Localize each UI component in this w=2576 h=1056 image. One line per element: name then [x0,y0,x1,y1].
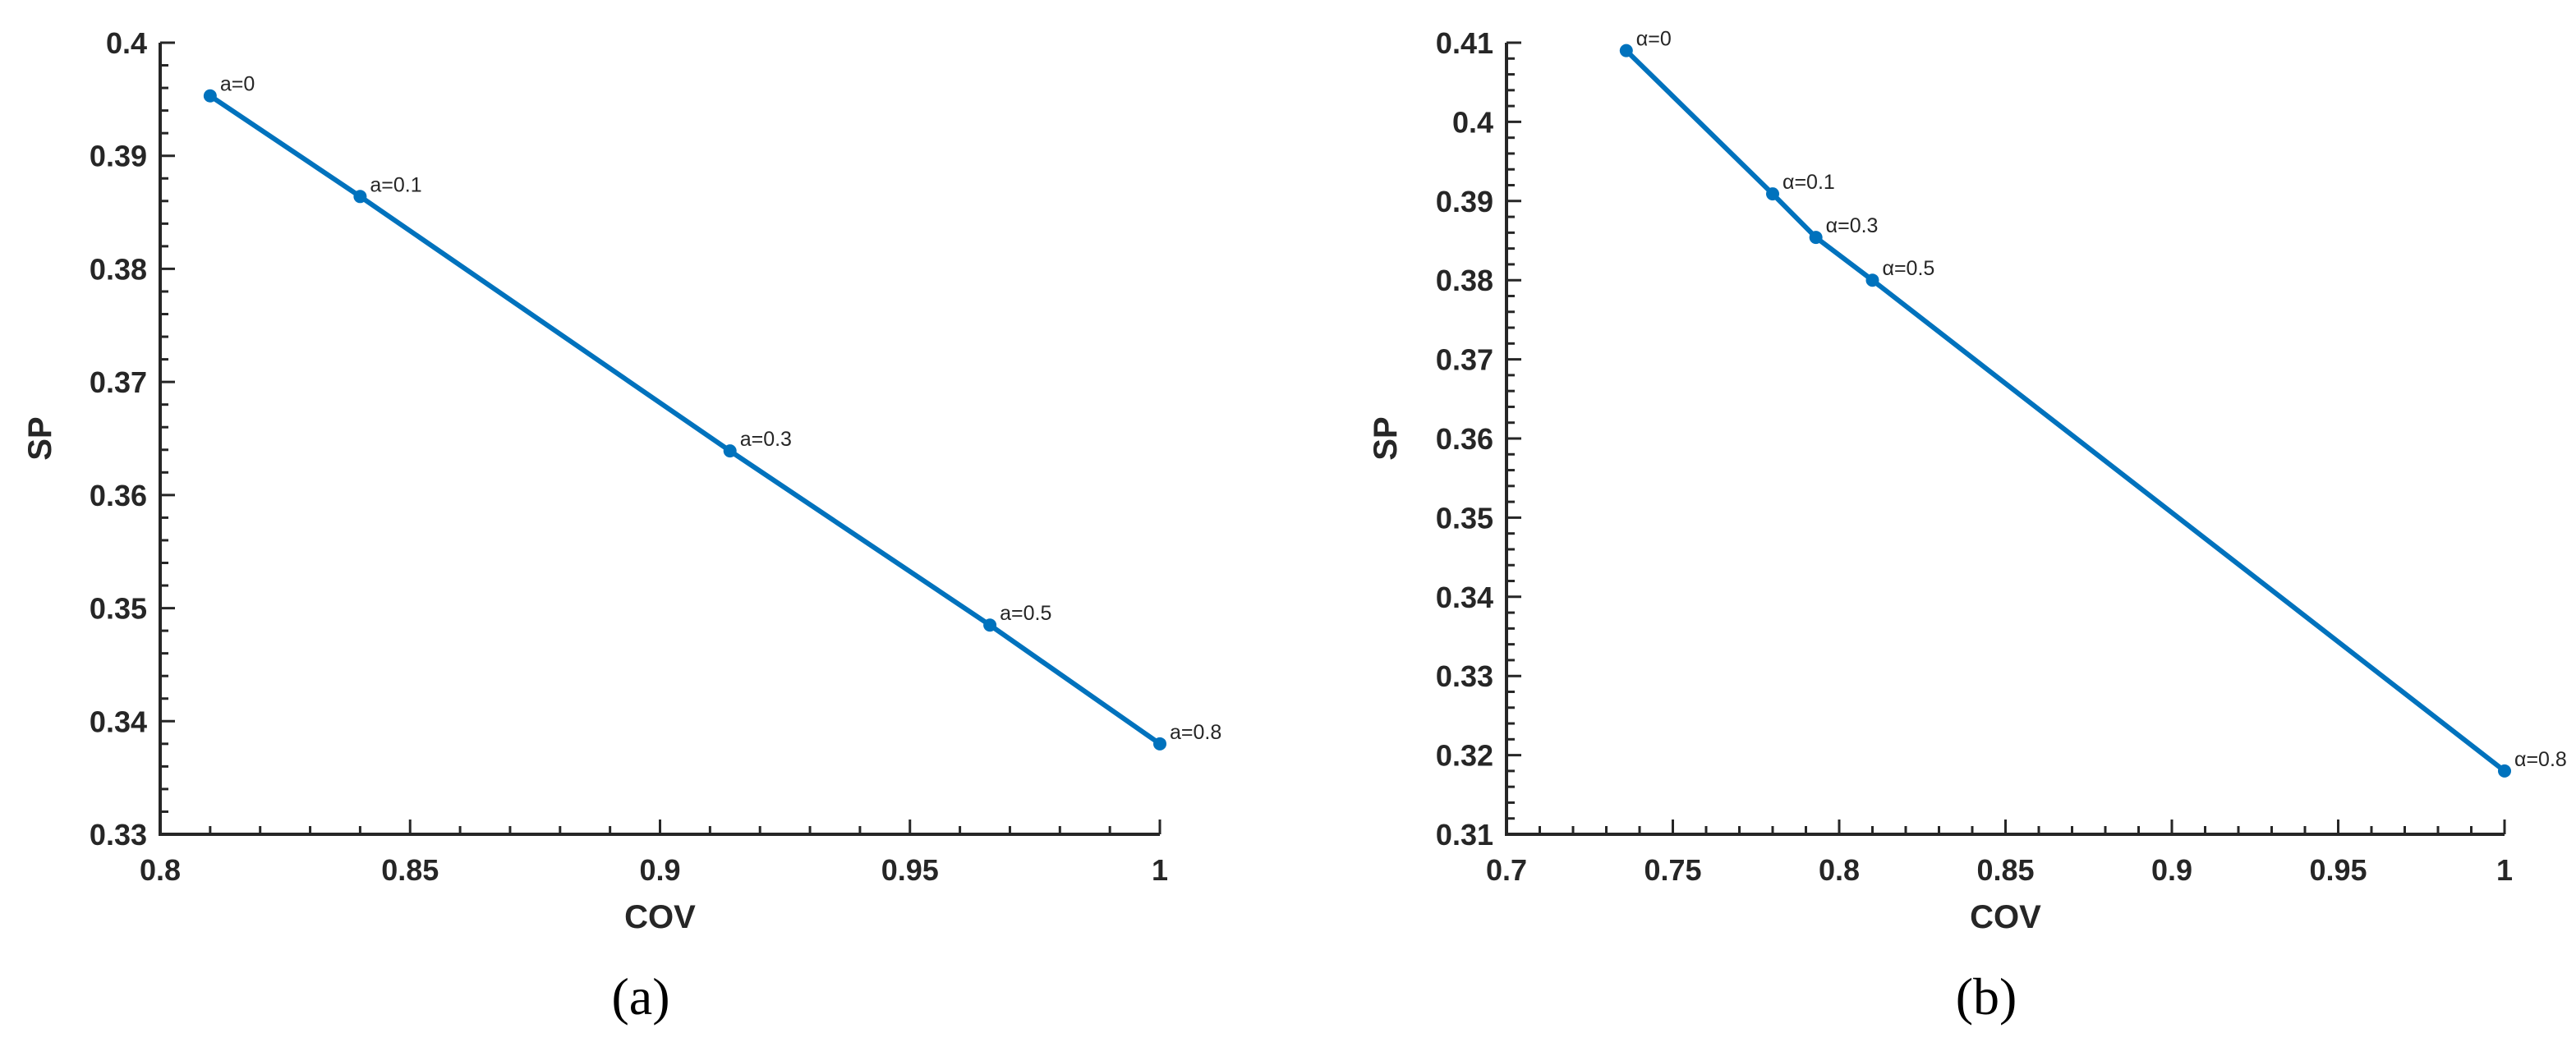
x-tick-label: 0.75 [1644,853,1701,887]
point-label: a=0 [220,73,255,96]
point-label: a=0.8 [1170,721,1221,744]
x-tick-label: 1 [2496,853,2513,887]
y-axis-title: SP [1368,416,1404,460]
axes [1505,43,2505,836]
x-tick-label: 0.7 [1486,853,1527,887]
data-point [1865,273,1879,287]
x-tick-label: 0.8 [140,853,181,887]
point-label: a=0.5 [1000,602,1051,625]
panel-label-a: (a) [611,967,669,1026]
series-line [1623,48,2507,774]
y-axis-title: SP [22,416,58,460]
series-line [207,93,1162,746]
data-point [1809,231,1823,245]
x-tick-label: 0.9 [639,853,680,887]
x-tick-label: 1 [1152,853,1168,887]
data-point [983,618,997,632]
y-tick-label: 0.37 [90,365,147,399]
y-tick-label: 0.38 [90,252,147,286]
y-tick-label: 0.37 [1436,343,1493,377]
y-tick-label: 0.33 [90,818,147,852]
y-tick-label: 0.33 [1436,659,1493,693]
y-tick-label: 0.39 [90,140,147,173]
x-axis-title: COV [1970,899,2041,935]
y-tick-label: 0.41 [1436,26,1493,60]
x-tick-label: 0.95 [2309,853,2367,887]
point-label: α=0.3 [1826,214,1879,237]
panel-a: 0.8 0.85 0.9 0.95 1 0.33 0.34 0.35 0.36 0.37 0.38 0… [22,26,1221,1026]
y-tick-label: 0.35 [1436,501,1493,535]
panel-label-b: (b) [1956,967,2017,1026]
point-label: α=0.1 [1782,171,1835,194]
point-label: α=0.5 [1883,257,1935,280]
data-point [353,190,367,204]
x-tick-label: 0.8 [1819,853,1860,887]
y-tick-label: 0.31 [1436,818,1493,852]
y-tick-label: 0.36 [90,479,147,512]
x-tick-label: 0.9 [2151,853,2192,887]
panel-b: 0.7 0.75 0.8 0.85 0.9 0.95 1 0.31 0.32 0.33 0.34 0.… [1368,26,2567,1026]
x-tick-label: 0.95 [881,853,939,887]
point-label: α=0.8 [2514,748,2567,771]
y-tick-label: 0.34 [90,705,147,738]
data-point [2498,764,2511,778]
x-tick-label: 0.85 [1976,853,2034,887]
y-tick-label: 0.39 [1436,185,1493,218]
data-point [1153,737,1166,751]
point-label: a=0.3 [740,428,792,451]
y-tick-label: 0.4 [106,26,147,60]
y-tick-label: 0.36 [1436,422,1493,456]
y-tick-label: 0.34 [1436,581,1493,614]
y-tick-label: 0.38 [1436,264,1493,297]
axes [159,43,1160,836]
point-label: α=0 [1636,28,1672,51]
data-point [203,89,217,103]
data-point [1619,44,1633,57]
data-point [1766,187,1779,201]
data-point [723,444,737,458]
point-label: a=0.1 [370,173,421,196]
x-tick-label: 0.85 [381,853,439,887]
y-tick-label: 0.35 [90,592,147,626]
y-tick-label: 0.32 [1436,739,1493,773]
x-axis-title: COV [624,899,696,935]
y-tick-label: 0.4 [1452,105,1493,139]
